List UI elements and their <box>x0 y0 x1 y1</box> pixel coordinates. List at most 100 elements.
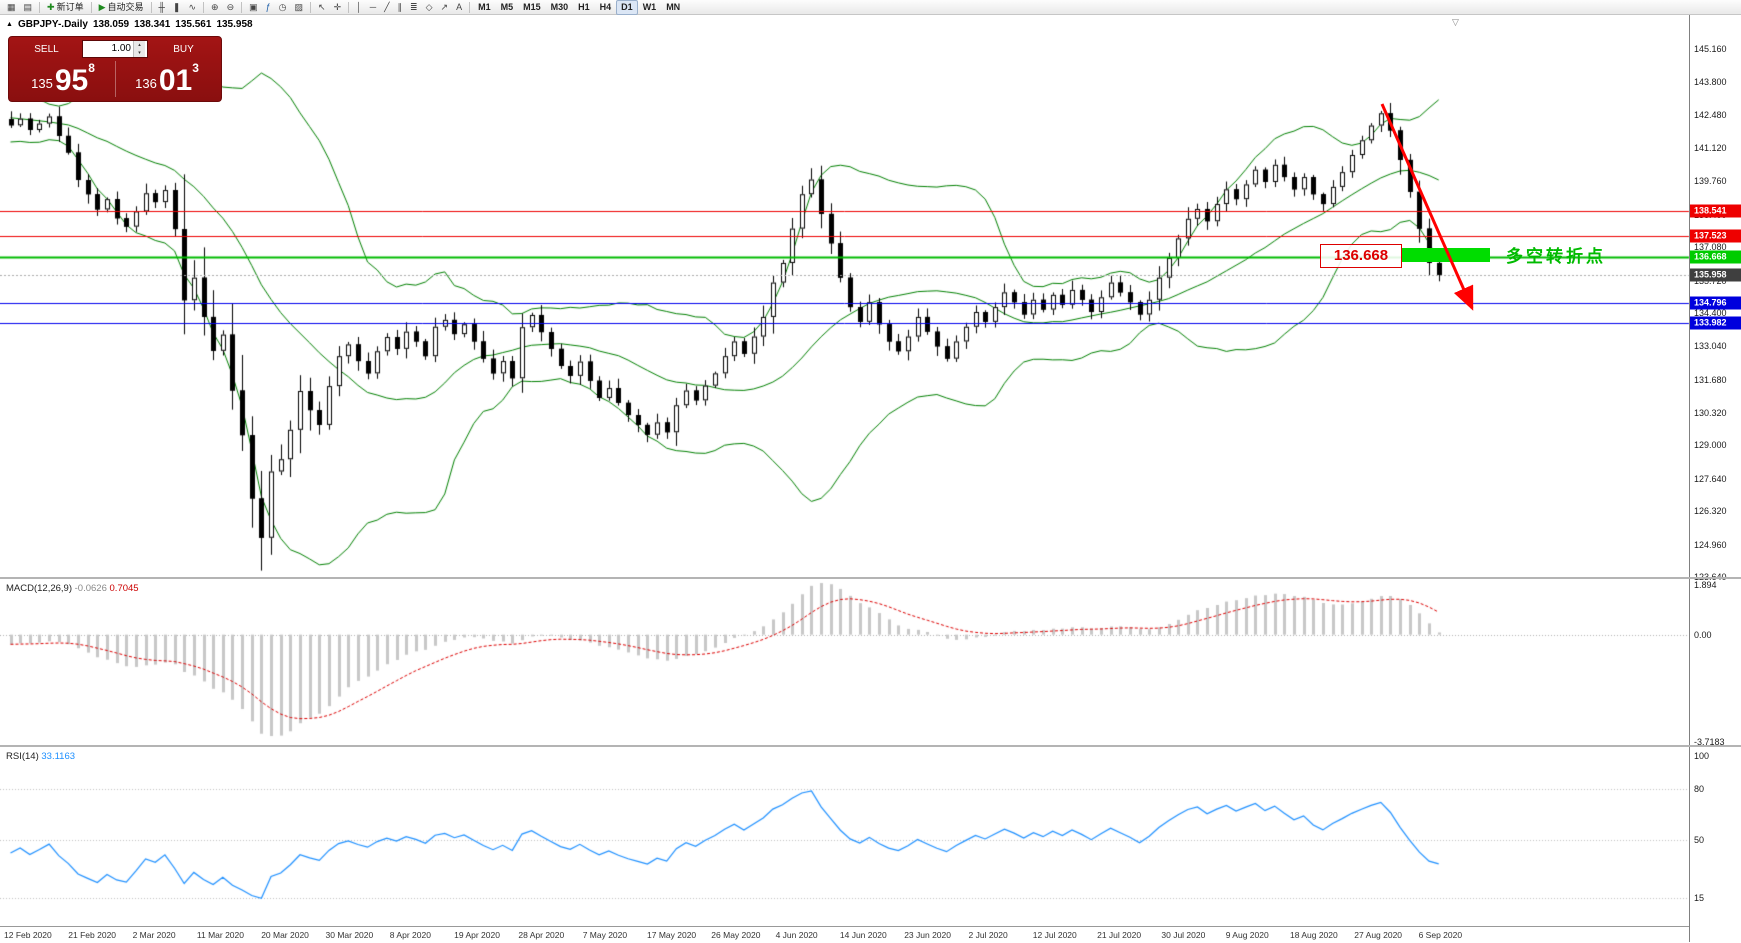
cursor-tool-icon: ↖ <box>318 1 326 12</box>
price-tag: 133.982 <box>1690 316 1741 330</box>
toolbar-separator <box>310 1 312 13</box>
time-axis[interactable]: 12 Feb 2020 21 Feb 2020 2 Mar 2020 11 Mar 2… <box>0 926 1689 943</box>
tf-w1-button[interactable]: W1 <box>638 0 662 15</box>
chart-shift-marker[interactable]: ▽ <box>1452 17 1459 27</box>
buy-price-pip: 3 <box>192 61 199 75</box>
tf-d1-label: D1 <box>621 1 633 12</box>
cursor-tool-button[interactable]: ↖ <box>314 0 330 15</box>
chart-bars-button[interactable]: ╫ <box>155 0 169 15</box>
tf-h1-label: H1 <box>578 1 590 12</box>
tf-m1-button[interactable]: M1 <box>473 0 496 15</box>
sell-button[interactable]: 135 95 8 <box>11 59 115 99</box>
rsi-axis-label: 80 <box>1694 784 1705 795</box>
price-tick: 143.800 <box>1694 77 1727 88</box>
symbol-ohlc-line: ▲ GBPJPY-.Daily 138.059 138.341 135.561 … <box>6 19 253 30</box>
tf-h1-button[interactable]: H1 <box>573 0 595 15</box>
indicators-icon: ƒ <box>265 1 271 12</box>
toolbar-separator <box>469 1 471 13</box>
buy-price-prefix: 136 <box>135 76 157 91</box>
new-order-label: 新订单 <box>56 1 84 12</box>
price-axis[interactable]: 145.160143.800142.480141.120139.760138.4… <box>1689 15 1741 942</box>
vertical-line-tool-button[interactable]: │ <box>352 0 366 15</box>
macd-signal-value: 0.7045 <box>109 583 139 594</box>
tf-m5-button[interactable]: M5 <box>496 0 519 15</box>
symbol-timeframe: GBPJPY-.Daily <box>17 19 88 30</box>
panel-separator-macd[interactable] <box>0 577 1741 579</box>
rsi-name: RSI(14) <box>6 751 39 762</box>
price-tick: 139.760 <box>1694 176 1727 187</box>
periods-button[interactable]: ◷ <box>275 0 291 15</box>
turning-point-highlight-bar[interactable] <box>1402 248 1490 262</box>
arrows-tool-icon: ↗ <box>440 1 449 12</box>
time-label: 11 Mar 2020 <box>196 930 244 940</box>
price-tick: 130.320 <box>1694 408 1727 419</box>
price-tick: 141.120 <box>1694 143 1727 154</box>
tile-windows-button[interactable]: ▣ <box>245 0 262 15</box>
zoom-out-button[interactable]: ⊖ <box>223 0 239 15</box>
time-label: 23 Jun 2020 <box>904 930 951 940</box>
one-click-collapse-arrow[interactable]: ▲ <box>6 21 13 28</box>
time-label: 27 Aug 2020 <box>1354 930 1403 940</box>
crosshair-tool-button[interactable]: ✛ <box>330 0 346 15</box>
channel-tool-button[interactable]: ∥ <box>394 0 407 15</box>
toolbar-separator <box>90 1 92 13</box>
zoom-in-button[interactable]: ⊕ <box>207 0 223 15</box>
trendline-tool-button[interactable]: ╱ <box>380 0 393 15</box>
chart-line-icon: ∿ <box>188 1 197 12</box>
time-label: 2 Jul 2020 <box>968 930 1008 940</box>
time-label: 30 Mar 2020 <box>325 930 374 940</box>
templates-button[interactable]: ▨ <box>291 0 308 15</box>
horizontal-line-tool-button[interactable]: ─ <box>366 0 380 15</box>
rsi-axis-label: 50 <box>1694 834 1705 845</box>
price-tag: 137.523 <box>1690 229 1741 243</box>
time-label: 6 Sep 2020 <box>1418 930 1463 940</box>
volume-box: ▴ ▾ <box>82 40 148 58</box>
toolbar: ▦ ▤ ✚ 新订单 ▶ 自动交易 ╫ ❚ ∿ ⊕ ⊖ ▣ ƒ ◷ ▨ ↖ ✛ │ ─ ╱ ∥ ≣ ◇ ↗ A M1 M5 M15 M30… <box>0 0 1741 15</box>
chart-candlesticks-button[interactable]: ❚ <box>169 0 185 15</box>
trendline-tool-icon: ╱ <box>384 1 390 12</box>
chart-candlesticks-icon: ❚ <box>172 1 181 12</box>
indicators-button[interactable]: ƒ <box>262 0 275 15</box>
price-annotation-box[interactable]: 136.668 <box>1320 244 1402 268</box>
tf-h4-button[interactable]: H4 <box>595 0 617 15</box>
tf-m15-button[interactable]: M15 <box>518 0 546 15</box>
rsi-value: 33.1163 <box>41 751 76 762</box>
volume-down-button[interactable]: ▾ <box>133 49 145 57</box>
chart-bars-icon: ╫ <box>158 1 165 12</box>
zoom-in-icon: ⊕ <box>211 1 219 12</box>
macd-axis-label: -3.7183 <box>1694 737 1725 747</box>
new-chart-button[interactable]: ▦ <box>3 0 20 15</box>
tf-d1-button[interactable]: D1 <box>616 0 638 15</box>
macd-axis-label: 0.00 <box>1694 629 1712 640</box>
panel-separator-rsi[interactable] <box>0 745 1741 747</box>
text-tool-button[interactable]: A <box>452 0 466 15</box>
turning-point-note[interactable]: 多空转折点 <box>1506 247 1606 266</box>
auto-trading-button[interactable]: ▶ 自动交易 <box>95 0 148 15</box>
periods-icon: ◷ <box>278 1 287 12</box>
sell-price-prefix: 135 <box>31 76 53 91</box>
new-order-button[interactable]: ✚ 新订单 <box>43 0 88 15</box>
price-tick: 134.400 <box>1694 308 1727 318</box>
shapes-tool-button[interactable]: ◇ <box>422 0 437 15</box>
one-click-trading-panel: SELL ▴ ▾ BUY 135 95 8 136 01 3 <box>8 36 222 102</box>
chart-line-button[interactable]: ∿ <box>184 0 200 15</box>
tf-mn-button[interactable]: MN <box>661 0 685 15</box>
tf-m30-button[interactable]: M30 <box>546 0 574 15</box>
fibonacci-tool-icon: ≣ <box>410 1 418 12</box>
crosshair-tool-icon: ✛ <box>333 1 342 12</box>
volume-input[interactable] <box>83 41 133 55</box>
zoom-out-icon: ⊖ <box>226 1 235 12</box>
macd-name: MACD(12,26,9) <box>6 583 72 594</box>
arrows-tool-button[interactable]: ↗ <box>437 0 453 15</box>
fibonacci-tool-button[interactable]: ≣ <box>406 0 422 15</box>
new-chart-icon: ▦ <box>7 1 16 12</box>
buy-button[interactable]: 136 01 3 <box>115 59 219 99</box>
volume-up-button[interactable]: ▴ <box>133 41 145 49</box>
time-label: 12 Feb 2020 <box>4 930 52 940</box>
price-tick: 137.080 <box>1694 242 1727 253</box>
price-tick: 127.640 <box>1694 473 1727 484</box>
time-label: 21 Jul 2020 <box>1097 930 1142 940</box>
profiles-button[interactable]: ▤ <box>20 0 37 15</box>
ohlc-low: 135.561 <box>175 19 212 30</box>
